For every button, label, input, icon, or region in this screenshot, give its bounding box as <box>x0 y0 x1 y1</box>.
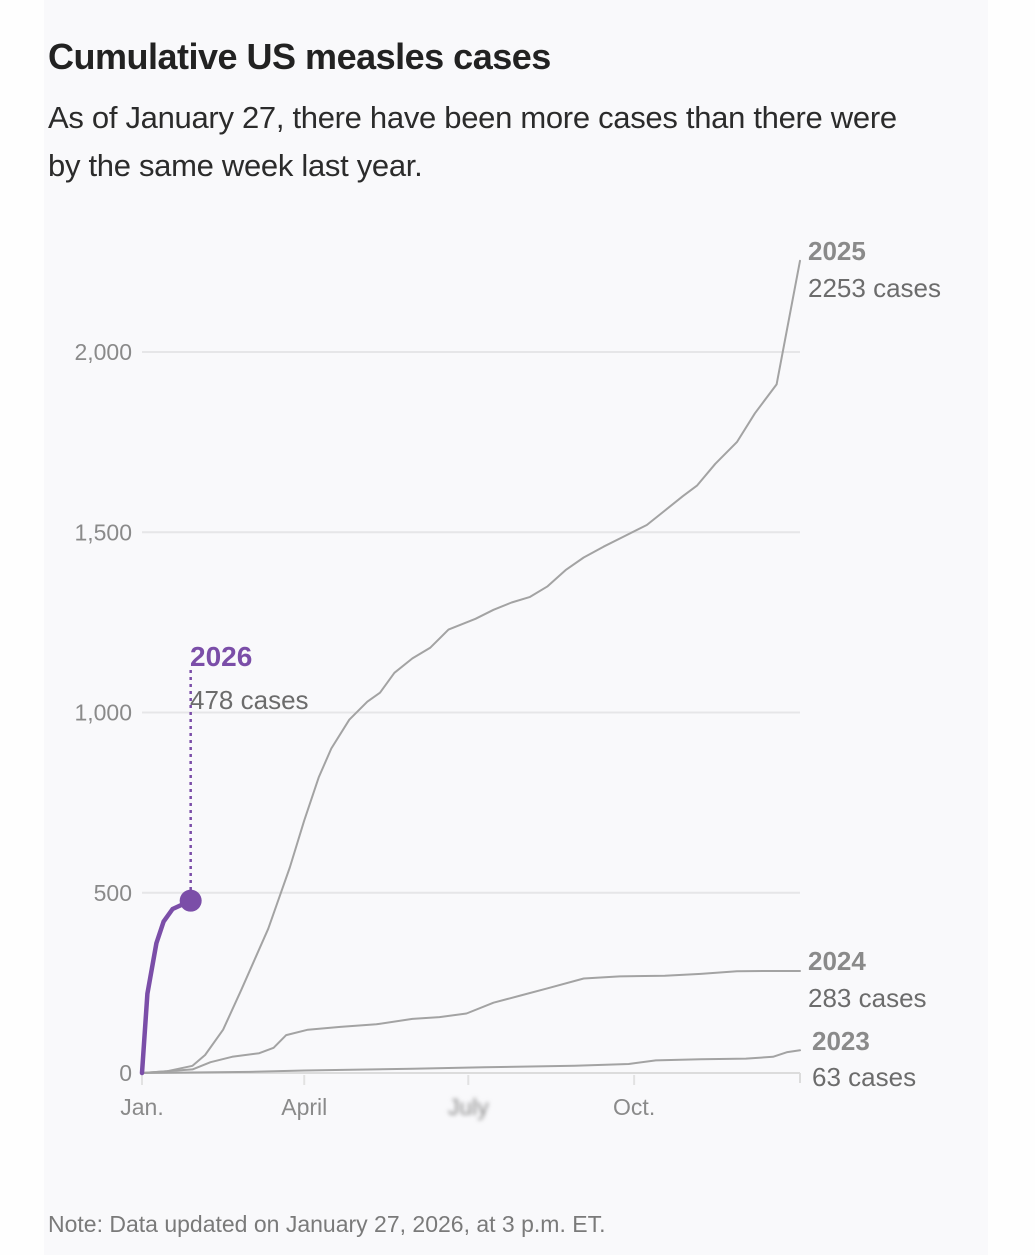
series-lines <box>139 259 801 1076</box>
series-labels: 2026 478 cases 2025 2253 cases 2024 283 cases… <box>179 236 941 1092</box>
y-tick-label: 0 <box>119 1060 132 1086</box>
series-label-cases-2023: 63 cases <box>812 1062 916 1092</box>
series-line-2024 <box>141 970 801 1074</box>
footnote: Note: Data updated on January 27, 2026, … <box>48 1211 606 1237</box>
y-tick-label: 1,500 <box>74 519 132 545</box>
chart-panel <box>44 0 988 1255</box>
series-label-year-2026: 2026 <box>190 641 252 672</box>
series-line-2026 <box>139 898 193 1076</box>
series-label-year-2025: 2025 <box>808 236 866 266</box>
chart-subtitle: As of January 27, there have been more c… <box>48 100 897 183</box>
y-tick-label: 500 <box>94 880 132 906</box>
series-label-cases-2025: 2253 cases <box>808 273 941 303</box>
latest-point-marker-2026 <box>179 889 202 912</box>
y-tick-label: 2,000 <box>74 339 132 365</box>
x-tick-label: Oct. <box>613 1094 655 1120</box>
series-label-cases-2026: 478 cases <box>190 685 309 715</box>
y-axis: 0 500 1,000 1,500 2,000 <box>74 339 132 1086</box>
y-tick-label: 1,000 <box>74 700 132 726</box>
series-line-2025 <box>141 259 801 1074</box>
x-tick-label: Jan. <box>120 1094 163 1120</box>
x-tick-label: July <box>448 1094 489 1120</box>
series-label-year-2023: 2023 <box>812 1026 870 1056</box>
x-tick-label: April <box>281 1094 327 1120</box>
chart-title: Cumulative US measles cases <box>48 36 551 77</box>
series-line-2023 <box>141 1049 801 1074</box>
series-label-year-2024: 2024 <box>808 946 866 976</box>
series-label-cases-2024: 283 cases <box>808 983 927 1013</box>
x-axis: Jan. April July Oct. <box>120 1072 801 1120</box>
gridlines <box>142 351 800 894</box>
